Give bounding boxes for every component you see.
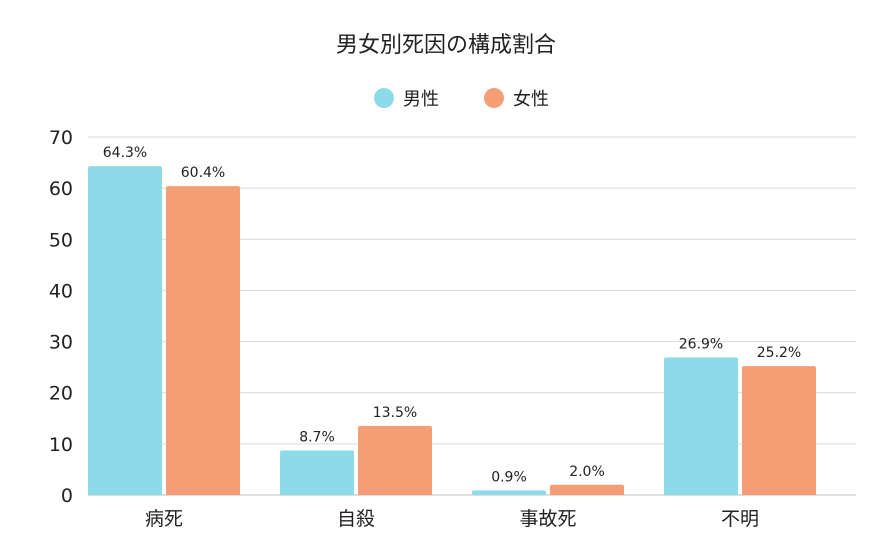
bars [88, 166, 816, 495]
y-tick-label: 50 [49, 229, 73, 251]
data-label: 64.3% [103, 145, 147, 161]
bar-male [280, 450, 354, 495]
legend-marker-female [484, 88, 504, 108]
y-tick-label: 40 [49, 280, 73, 302]
data-label: 13.5% [373, 405, 417, 421]
y-tick-label: 10 [49, 434, 73, 456]
y-axis: 0 10 20 30 40 50 60 70 [49, 127, 856, 507]
x-tick-label: 自殺 [337, 508, 375, 530]
bar-female [358, 425, 432, 495]
legend: 男性 女性 [374, 88, 549, 110]
y-tick-label: 20 [49, 383, 73, 405]
x-tick-label: 事故死 [519, 508, 576, 530]
bar-male [664, 357, 738, 495]
bar-female [550, 484, 624, 495]
data-label: 0.9% [491, 469, 527, 485]
y-tick-label: 0 [61, 485, 73, 507]
data-label: 26.9% [679, 336, 723, 352]
x-tick-label: 不明 [721, 508, 759, 530]
data-label: 60.4% [181, 165, 225, 181]
legend-label-male: 男性 [403, 89, 439, 110]
bar-male [472, 490, 546, 495]
x-axis: 病死 自殺 事故死 不明 [145, 508, 759, 530]
bar-female [166, 186, 240, 495]
y-tick-label: 30 [49, 332, 73, 354]
data-label: 2.0% [569, 464, 605, 480]
y-tick-label: 70 [49, 127, 73, 149]
legend-marker-male [374, 88, 394, 108]
chart-title: 男女別死因の構成割合 [336, 33, 556, 58]
bar-female [742, 366, 816, 495]
y-tick-label: 60 [49, 178, 73, 200]
data-label: 25.2% [757, 345, 801, 361]
legend-label-female: 女性 [513, 89, 549, 110]
data-label: 8.7% [299, 430, 335, 446]
x-tick-label: 病死 [145, 508, 183, 530]
bar-male [88, 166, 162, 495]
data-labels: 64.3% 60.4% 8.7% 13.5% 0.9% 2.0% 26.9% 25.2% [103, 145, 801, 485]
